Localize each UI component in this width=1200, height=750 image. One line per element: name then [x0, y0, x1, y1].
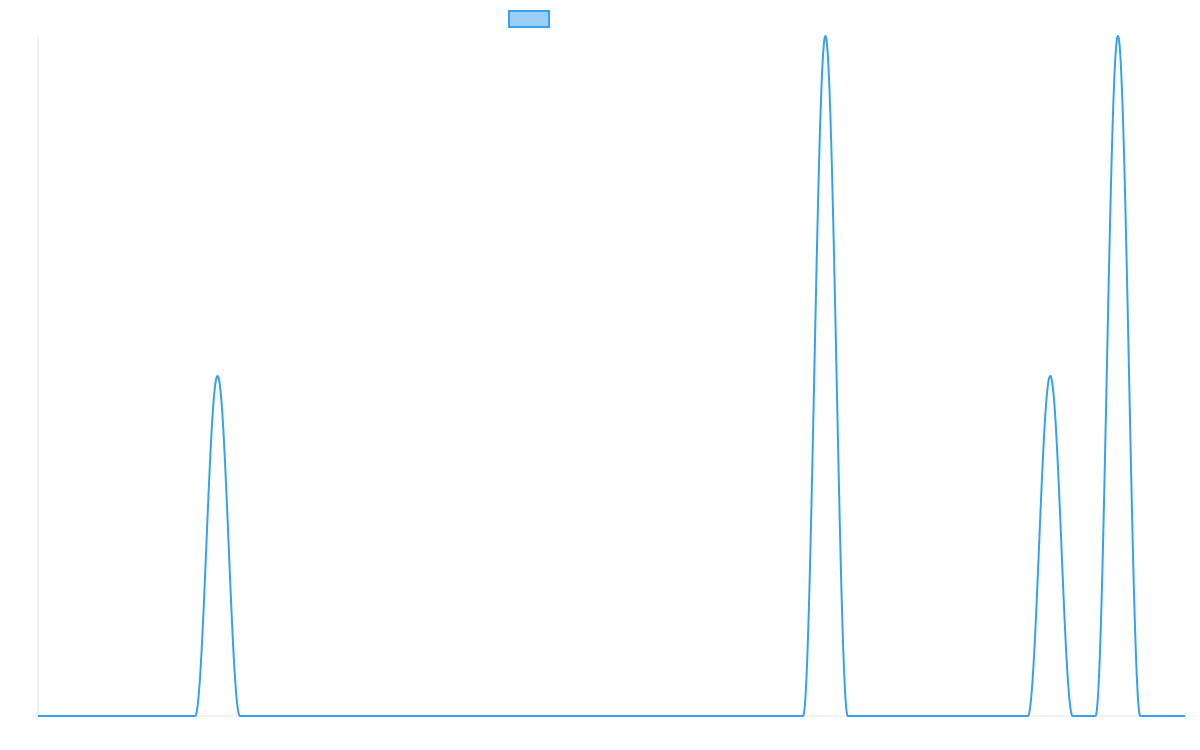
legend-swatch[interactable]	[508, 10, 550, 28]
axes	[37, 36, 1185, 717]
series-layer	[37, 35, 1186, 717]
series-line-0[interactable]	[37, 35, 1186, 717]
